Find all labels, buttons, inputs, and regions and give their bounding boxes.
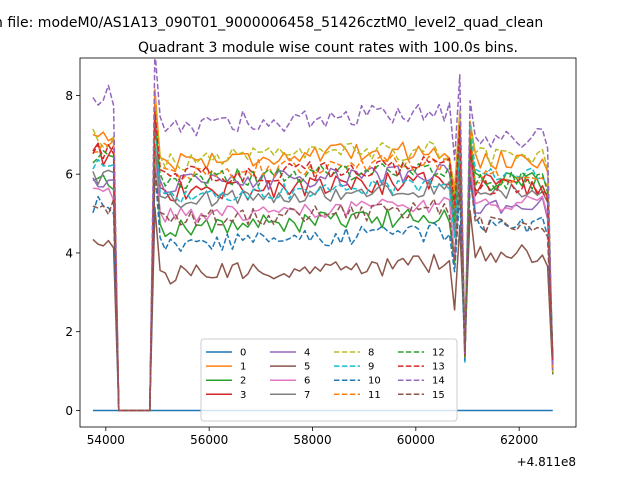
x-tick-label: 54000	[87, 433, 125, 447]
y-tick-label: 2	[65, 325, 73, 339]
legend-label: 11	[368, 390, 381, 401]
x-tick-label: 60000	[397, 433, 435, 447]
x-offset-label: +4.811e8	[517, 455, 576, 469]
series-line-13	[92, 111, 554, 412]
y-tick-label: 8	[65, 89, 73, 103]
legend-box	[200, 338, 458, 422]
legend-label: 9	[368, 362, 374, 373]
legend-label: 3	[240, 390, 246, 401]
y-tick-label: 0	[65, 404, 73, 418]
x-tick-label: 56000	[190, 433, 228, 447]
series-line-8	[92, 97, 554, 412]
legend-label: 15	[432, 390, 445, 401]
series-line-4	[92, 134, 554, 412]
legend-label: 13	[432, 362, 445, 373]
x-tick-label: 62000	[500, 433, 538, 447]
legend-label: 10	[368, 376, 381, 387]
y-tick-label: 6	[65, 168, 73, 182]
series-line-2	[92, 145, 554, 412]
axes-title: Quadrant 3 module wise count rates with …	[138, 40, 518, 56]
legend-label: 7	[304, 390, 310, 401]
series-line-5	[92, 206, 554, 412]
series-line-14	[92, 58, 554, 412]
y-tick-label: 4	[65, 246, 73, 260]
axes-frame	[79, 57, 577, 428]
figure-suptitle: n file: modeM0/AS1A13_090T01_9000006458_…	[0, 15, 543, 31]
series-line-9	[92, 115, 554, 412]
legend-label: 5	[304, 362, 310, 373]
legend-label: 14	[432, 376, 445, 387]
legend-label: 12	[432, 348, 445, 359]
series-line-1	[92, 88, 554, 412]
series-lines	[92, 58, 554, 412]
x-axis-ticks: 54000 56000 58000 60000 62000	[87, 427, 538, 447]
y-axis-ticks: 0 2 4 6 8	[65, 89, 80, 418]
legend-label: 8	[368, 348, 374, 359]
legend-label: 0	[240, 348, 246, 359]
series-line-10	[92, 168, 554, 412]
legend-label: 1	[240, 362, 246, 373]
legend-label: 2	[240, 376, 246, 387]
series-line-6	[92, 149, 554, 412]
legend-label: 4	[304, 348, 310, 359]
legend-label: 6	[304, 376, 310, 387]
series-line-12	[92, 124, 554, 412]
x-tick-label: 58000	[293, 433, 331, 447]
